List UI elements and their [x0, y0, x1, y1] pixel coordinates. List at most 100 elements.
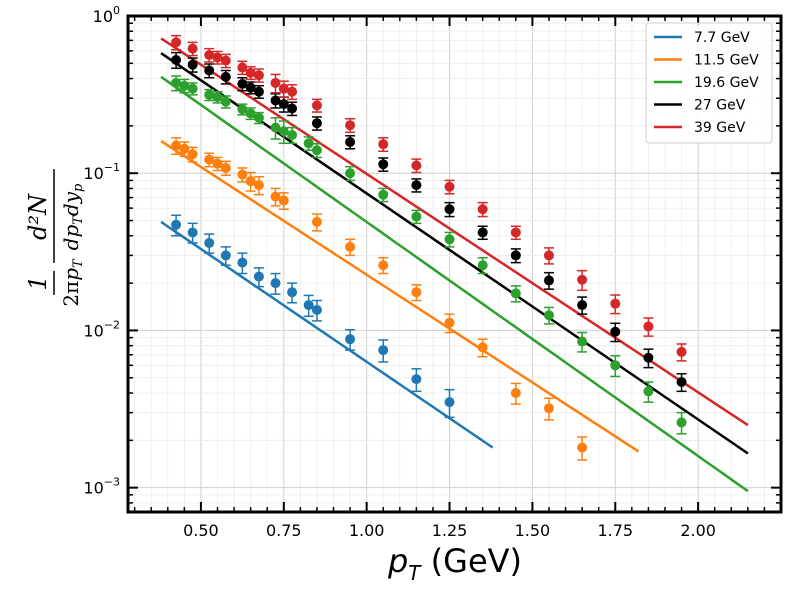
- point-marker: [543, 250, 554, 261]
- point-marker: [676, 376, 687, 387]
- data-point: [378, 187, 389, 203]
- point-marker: [345, 136, 356, 147]
- point-marker: [253, 70, 264, 81]
- point-marker: [187, 59, 198, 70]
- legend-label: 27 GeV: [694, 98, 746, 114]
- point-marker: [171, 140, 182, 151]
- point-marker: [220, 250, 231, 261]
- point-marker: [237, 169, 248, 180]
- y-tick-base: 10: [83, 479, 103, 498]
- data-point: [378, 137, 389, 152]
- data-point: [311, 142, 322, 159]
- data-point: [204, 233, 215, 254]
- y-tick-label: 10−3: [83, 476, 120, 498]
- y-axis-title: 1 2πpT d²N dpTdyp: [24, 169, 86, 307]
- point-marker: [577, 336, 588, 347]
- y-tick-base: 10: [93, 7, 113, 26]
- point-marker: [444, 181, 455, 192]
- data-point: [253, 68, 264, 83]
- legend-item: 27 GeV: [654, 98, 746, 114]
- data-point: [543, 247, 554, 265]
- y-tick-label: 100: [93, 4, 120, 26]
- point-marker: [237, 78, 248, 89]
- y-title-p: p: [59, 268, 83, 281]
- point-marker: [311, 145, 322, 156]
- point-marker: [204, 237, 215, 248]
- legend: 7.7 GeV 11.5 GeV 19.6 GeV 27 GeV 39 GeV: [645, 22, 773, 144]
- x-tick-label: 1.50: [515, 521, 551, 540]
- point-marker: [270, 278, 281, 289]
- data-point: [345, 135, 356, 150]
- data-point: [543, 397, 554, 421]
- point-marker: [345, 168, 356, 179]
- data-point: [179, 78, 190, 94]
- point-marker: [378, 260, 389, 271]
- point-marker: [303, 138, 314, 149]
- data-point: [676, 343, 687, 362]
- point-marker: [643, 386, 654, 397]
- data-point: [311, 299, 322, 322]
- point-marker: [311, 100, 322, 111]
- point-marker: [577, 442, 588, 453]
- data-point: [543, 271, 554, 290]
- data-point: [444, 201, 455, 218]
- data-point: [220, 95, 231, 109]
- point-marker: [303, 300, 314, 311]
- data-point: [411, 178, 422, 193]
- point-marker: [220, 96, 231, 107]
- data-point: [345, 118, 356, 134]
- point-marker: [187, 43, 198, 54]
- data-point: [345, 238, 356, 257]
- data-point: [220, 246, 231, 266]
- y-title-den-1: 2πpT: [59, 258, 86, 307]
- data-point: [253, 85, 264, 99]
- legend-box: [645, 22, 773, 144]
- data-point: [510, 248, 521, 264]
- data-point: [187, 41, 198, 57]
- data-point: [378, 256, 389, 275]
- point-marker: [577, 274, 588, 285]
- point-marker: [345, 120, 356, 131]
- data-point: [643, 381, 654, 403]
- data-point: [237, 103, 248, 116]
- data-point: [345, 165, 356, 182]
- point-marker: [245, 176, 256, 187]
- point-marker: [444, 317, 455, 328]
- point-marker: [212, 52, 223, 63]
- data-point: [220, 53, 231, 69]
- data-point: [577, 296, 588, 315]
- y-tick-base: 10: [83, 164, 103, 183]
- data-point: [303, 136, 314, 151]
- point-marker: [253, 180, 264, 191]
- data-point: [220, 160, 231, 177]
- data-point: [220, 69, 231, 85]
- point-marker: [171, 219, 182, 230]
- point-marker: [278, 195, 289, 206]
- point-marker: [270, 77, 281, 88]
- fit-line-1: [160, 140, 640, 453]
- point-marker: [311, 304, 322, 315]
- y-title-2pi: 2π: [59, 281, 83, 307]
- point-marker: [477, 204, 488, 215]
- point-marker: [378, 159, 389, 170]
- data-point: [237, 167, 248, 183]
- point-marker: [411, 287, 422, 298]
- data-point: [270, 117, 281, 140]
- data-point: [171, 214, 182, 237]
- point-marker: [643, 352, 654, 363]
- x-axis-title-sub: T: [408, 561, 422, 585]
- data-point: [411, 209, 422, 225]
- data-point: [411, 158, 422, 174]
- data-point: [610, 322, 621, 343]
- data-point: [212, 90, 223, 104]
- data-point: [245, 107, 256, 121]
- data-point: [179, 141, 190, 158]
- point-marker: [577, 300, 588, 311]
- data-point: [204, 47, 215, 63]
- x-tick-label: 2.00: [680, 521, 716, 540]
- x-axis-title-main: p: [387, 542, 408, 580]
- point-marker: [444, 234, 455, 245]
- y-tick-exponent: −2: [104, 318, 120, 331]
- point-marker: [311, 216, 322, 227]
- data-point: [270, 93, 281, 109]
